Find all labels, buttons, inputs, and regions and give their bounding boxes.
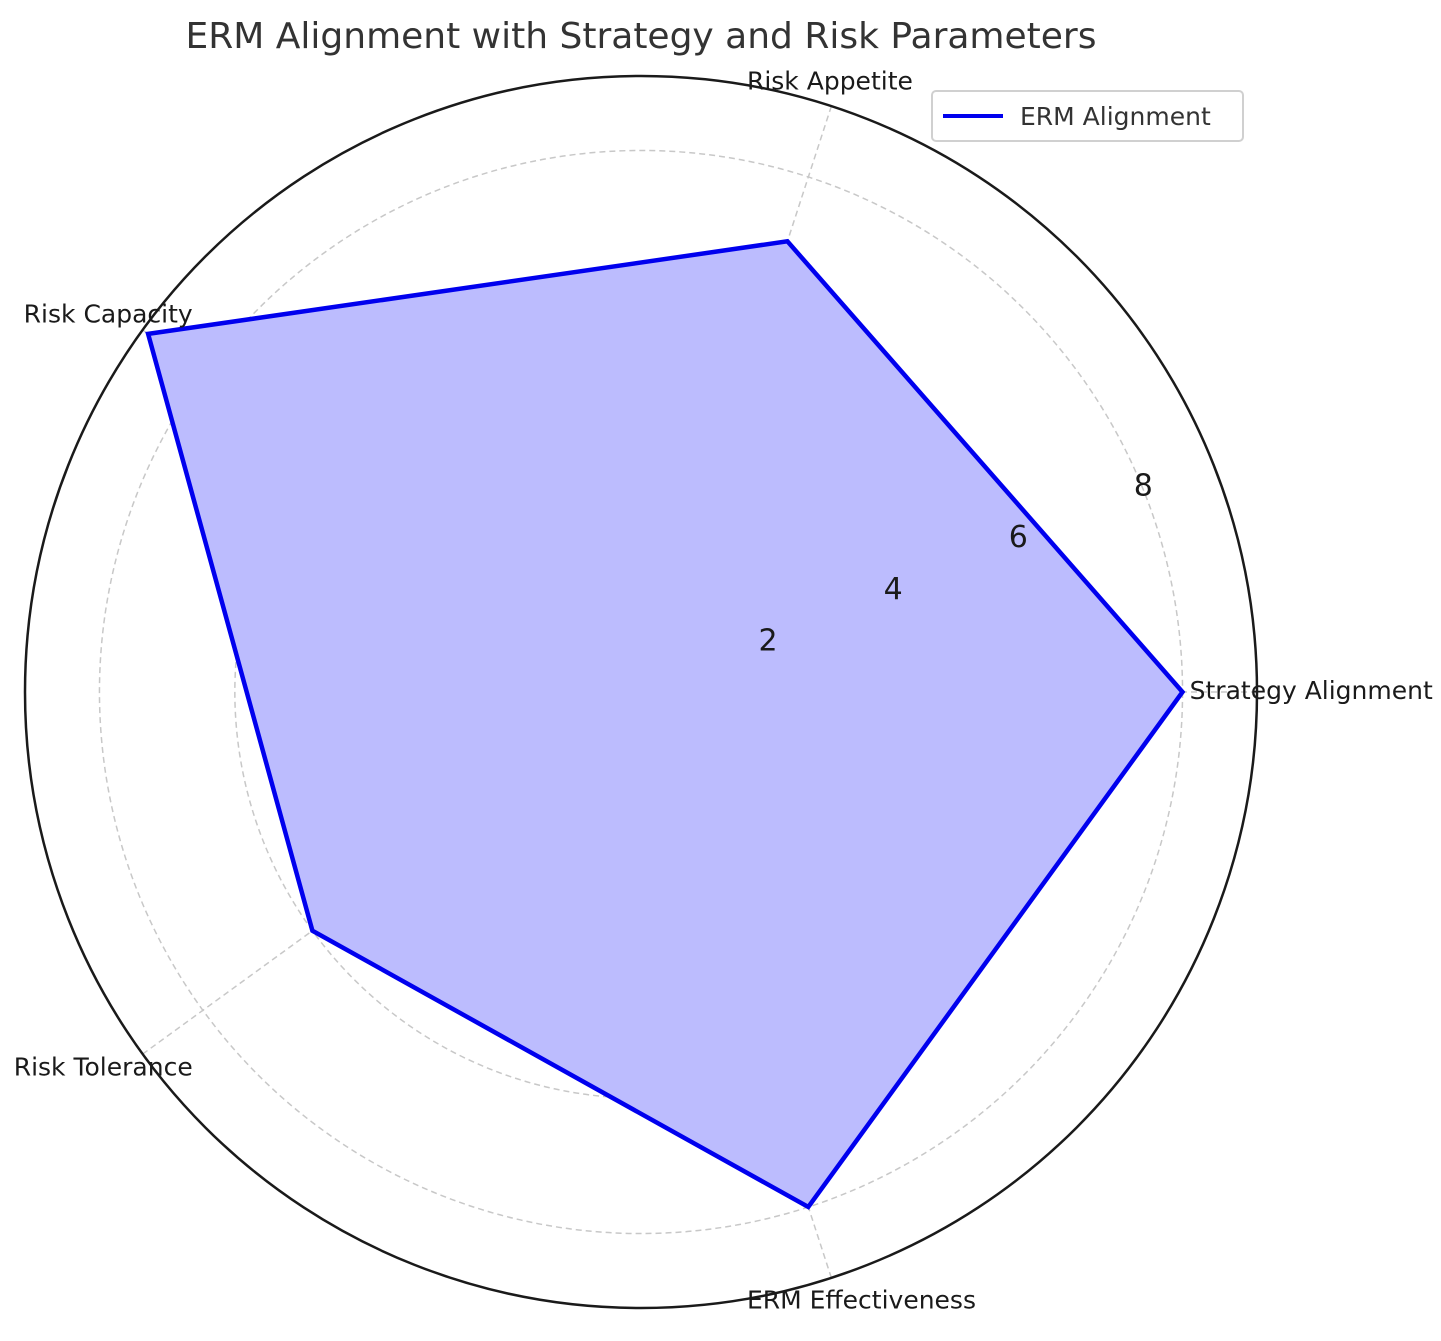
outer-ring <box>23 74 1259 1310</box>
series-area-erm-alignment <box>148 241 1183 1208</box>
chart-title: ERM Alignment with Strategy and Risk Par… <box>186 16 1097 57</box>
category-label-erm-effectiveness: ERM Effectiveness <box>747 1285 976 1314</box>
legend-entry-erm-alignment: ERM Alignment <box>1020 102 1211 131</box>
radial-tick-label-4: 4 <box>884 572 903 607</box>
data-point-risk-tolerance <box>310 929 314 933</box>
radial-tick-label-8: 8 <box>1134 468 1153 503</box>
legend-box <box>931 90 1244 142</box>
series-line-erm-alignment <box>145 238 1186 1210</box>
data-point-strategy-alignment <box>1181 690 1185 694</box>
category-label-strategy-alignment: Strategy Alignment <box>1190 676 1433 705</box>
category-label-risk-tolerance: Risk Tolerance <box>14 1053 193 1082</box>
radial-tick-label-2: 2 <box>759 624 778 659</box>
data-point-risk-appetite <box>785 239 789 243</box>
category-labels: Strategy Alignment Risk Appetite Risk Capa… <box>14 67 1433 1315</box>
data-point-risk-capacity <box>146 332 150 336</box>
legend: ERM Alignment <box>931 90 1244 142</box>
series-layer <box>145 238 1186 1210</box>
data-point-erm-effectiveness <box>806 1205 810 1209</box>
radial-tick-label-6: 6 <box>1009 520 1028 555</box>
radial-tick-labels: 2 4 6 8 <box>759 468 1153 658</box>
category-label-risk-appetite: Risk Appetite <box>747 67 913 96</box>
category-label-risk-capacity: Risk Capacity <box>24 299 193 328</box>
